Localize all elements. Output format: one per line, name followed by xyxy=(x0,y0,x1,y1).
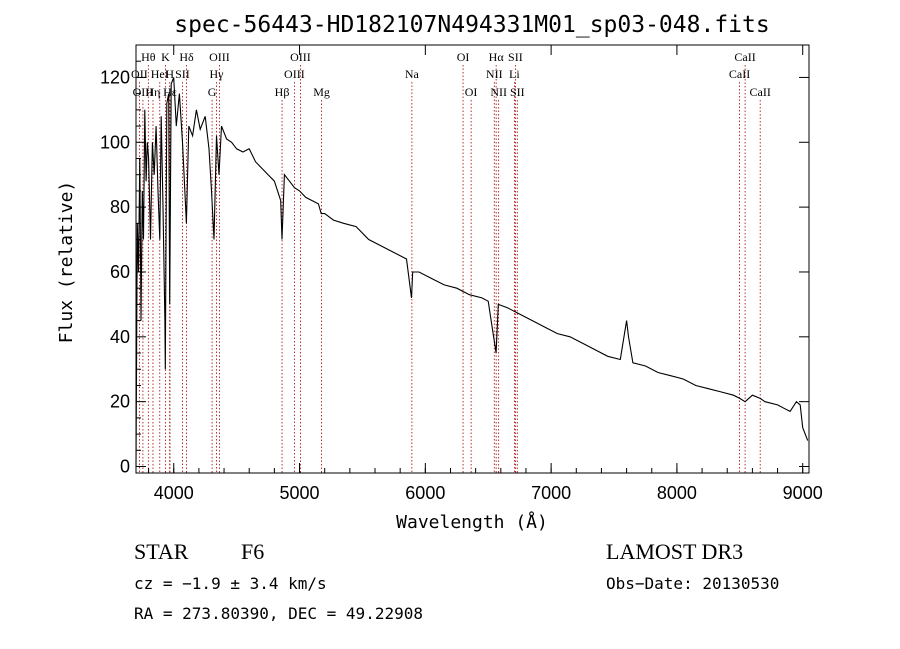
x-tick-label-6000: 6000 xyxy=(405,483,445,503)
marker-label-26: CaII xyxy=(734,50,755,64)
marker-label-3: Hη xyxy=(146,85,161,99)
observation-date: Obs−Date: 20130530 xyxy=(606,574,779,593)
marker-label-23: SII xyxy=(508,50,523,64)
marker-label-22: NII xyxy=(490,85,507,99)
x-tick-label-9000: 9000 xyxy=(783,483,823,503)
x-axis-ticks: 4000 5000 6000 7000 8000 9000 xyxy=(148,45,823,503)
ra-dec-coordinates: RA = 273.80390, DEC = 49.22908 xyxy=(134,604,423,623)
x-tick-label-4000: 4000 xyxy=(154,483,194,503)
marker-label-20: Hα xyxy=(489,50,505,64)
marker-label-10: OIII xyxy=(209,50,230,64)
x-axis-label: Wavelength (Å) xyxy=(396,511,548,533)
marker-label-28: CaII xyxy=(750,85,771,99)
x-tick-label-8000: 8000 xyxy=(657,483,697,503)
marker-label-2: Hθ xyxy=(141,50,156,64)
plot-frame xyxy=(135,44,810,474)
marker-label-19: OI xyxy=(465,85,478,99)
x-tick-label-5000: 5000 xyxy=(280,483,320,503)
y-tick-label-60: 60 xyxy=(110,262,130,282)
marker-label-1: OIII xyxy=(133,85,154,99)
flux-series-line xyxy=(135,77,809,467)
marker-label-15: OIII xyxy=(284,67,305,81)
marker-label-18: OI xyxy=(457,50,470,64)
marker-label-27: CaII xyxy=(729,67,750,81)
y-tick-label-80: 80 xyxy=(110,197,130,217)
marker-label-12: G xyxy=(208,85,217,99)
marker-label-9: Hδ xyxy=(179,50,194,64)
marker-label-8: SII xyxy=(175,67,190,81)
marker-label-21: NII xyxy=(486,67,503,81)
y-axis-ticks: 0 20 40 60 80 100 120 xyxy=(100,60,809,477)
marker-label-14: OIII xyxy=(290,50,311,64)
y-tick-label-120: 120 xyxy=(100,67,130,87)
y-axis-label: Flux (relative) xyxy=(56,181,77,344)
y-tick-label-20: 20 xyxy=(110,392,130,412)
x-tick-label-7000: 7000 xyxy=(531,483,571,503)
marker-label-5: K xyxy=(161,50,170,64)
marker-label-16: Mg xyxy=(313,85,330,99)
line-markers xyxy=(138,65,761,473)
marker-label-4: HeI xyxy=(151,67,169,81)
redshift-cz: cz = −1.9 ± 3.4 km/s xyxy=(134,574,327,593)
marker-label-0: OII xyxy=(131,67,148,81)
y-tick-label-40: 40 xyxy=(110,327,130,347)
object-class: STAR xyxy=(134,539,189,564)
survey-name: LAMOST DR3 xyxy=(606,539,743,564)
object-subclass: F6 xyxy=(241,539,264,564)
y-tick-label-0: 0 xyxy=(120,457,130,477)
marker-label-7: H xyxy=(165,67,174,81)
y-tick-label-100: 100 xyxy=(100,132,130,152)
marker-label-25: SII xyxy=(510,85,525,99)
marker-label-13: Hβ xyxy=(275,85,290,99)
marker-label-11: Hγ xyxy=(210,67,225,81)
marker-label-17: Na xyxy=(405,67,420,81)
marker-label-6: Hε xyxy=(163,85,177,99)
marker-label-24: Li xyxy=(509,67,520,81)
chart-title: spec-56443-HD182107N494331M01_sp03-048.f… xyxy=(174,12,769,38)
